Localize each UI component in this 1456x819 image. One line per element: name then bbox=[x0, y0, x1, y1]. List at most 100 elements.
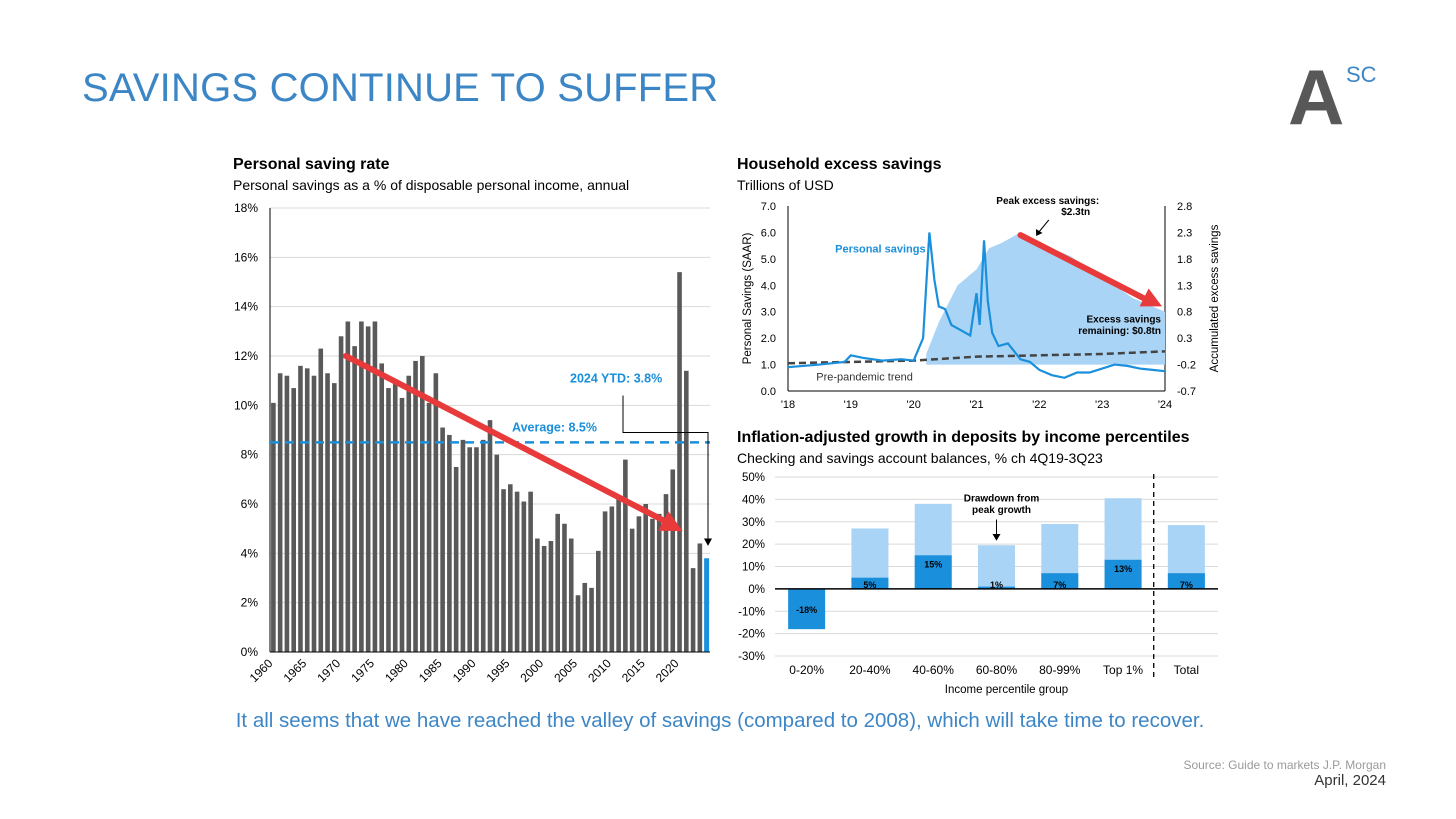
bar bbox=[453, 467, 459, 652]
bar bbox=[508, 484, 513, 652]
y2-tick-label: 1.3 bbox=[1177, 280, 1192, 292]
bar-peak-growth bbox=[978, 545, 1015, 589]
bar bbox=[311, 375, 317, 652]
y-axis-title: Personal Savings (SAAR) bbox=[742, 232, 754, 364]
x-tick-label: 2010 bbox=[585, 656, 614, 685]
y-tick-label: -20% bbox=[738, 629, 765, 641]
y-tick-label: 0.0 bbox=[761, 386, 776, 398]
x-tick-label: 1970 bbox=[314, 656, 343, 685]
drawdown-arrowhead bbox=[992, 534, 1001, 541]
x-tick-label: 80-99% bbox=[1039, 663, 1081, 677]
personal-savings-label: Personal savings bbox=[835, 243, 926, 255]
bar bbox=[643, 504, 648, 652]
decline-arrow-shaft bbox=[1017, 232, 1149, 303]
y2-tick-label: -0.2 bbox=[1177, 360, 1196, 372]
pre-pandemic-trend-line bbox=[787, 350, 1166, 365]
bar bbox=[697, 543, 703, 652]
y2-tick-label: 0.3 bbox=[1177, 333, 1192, 345]
deposit-growth-chart: -30% -20% -10% 0% 10% 20% 30% 40% 50% -18% 0-20% 5%… bbox=[738, 472, 1218, 696]
y-tick-label: 4.0 bbox=[761, 280, 776, 292]
bar bbox=[663, 494, 669, 652]
bar bbox=[338, 336, 344, 652]
remaining-annotation-line2: remaining: $0.8tn bbox=[1078, 326, 1161, 337]
bar-value-label: 15% bbox=[924, 559, 942, 569]
bar bbox=[332, 383, 337, 652]
bar-current-growth bbox=[1104, 559, 1142, 589]
bar bbox=[291, 388, 296, 652]
bar bbox=[555, 513, 560, 652]
ytd-callout-arrowhead bbox=[704, 538, 712, 546]
bar bbox=[413, 360, 418, 652]
bar-value-label: 5% bbox=[863, 580, 876, 590]
x-tick-label: 1990 bbox=[450, 656, 479, 685]
y-tick-label: 3.0 bbox=[761, 307, 776, 319]
x-tick-label: 40-60% bbox=[913, 663, 955, 677]
x-axis-title: Income percentile group bbox=[945, 684, 1068, 696]
bar bbox=[636, 516, 642, 652]
x-tick-label: '18 bbox=[781, 399, 795, 411]
x-tick-label: 2000 bbox=[517, 656, 546, 685]
drawdown-annotation-line2: peak growth bbox=[972, 505, 1031, 516]
bar bbox=[623, 459, 628, 652]
bar bbox=[677, 272, 682, 652]
peak-annotation-pointer bbox=[1037, 219, 1050, 234]
logo-letter: A bbox=[1288, 58, 1344, 128]
saving-rate-chart: 0% 2% 4% 6% 8% 10% 12% 14% 16% 18% 1960 1965 1970 197… bbox=[234, 201, 712, 685]
logo-superscript: SC bbox=[1346, 62, 1377, 87]
remaining-annotation-line1: Excess savings bbox=[1087, 314, 1162, 325]
y-tick-label: 7.0 bbox=[761, 201, 776, 213]
bar bbox=[480, 439, 486, 652]
y-tick-label: 30% bbox=[742, 517, 765, 529]
bar bbox=[562, 523, 567, 652]
y-tick-label: 2.0 bbox=[761, 333, 776, 345]
x-tick-label: Top 1% bbox=[1103, 663, 1143, 677]
y-tick-label: 4% bbox=[241, 546, 259, 560]
x-tick-label: 2005 bbox=[551, 656, 580, 685]
trend-arrowhead bbox=[658, 511, 683, 532]
bar bbox=[386, 388, 391, 652]
bar-value-label: 7% bbox=[1053, 580, 1066, 590]
x-tick-label: Total bbox=[1174, 663, 1199, 677]
peak-annotation-arrowhead bbox=[1035, 229, 1043, 236]
source-note: Source: Guide to markets J.P. Morgan bbox=[1183, 758, 1386, 772]
bar bbox=[494, 454, 500, 652]
bar bbox=[690, 568, 696, 652]
y-tick-label: 40% bbox=[742, 494, 765, 506]
x-tick-label: 1985 bbox=[416, 656, 445, 685]
bar bbox=[392, 383, 398, 652]
bar bbox=[271, 402, 276, 652]
bar-current-growth bbox=[851, 577, 889, 589]
bar bbox=[284, 375, 290, 652]
bar-current-growth bbox=[914, 555, 952, 589]
x-tick-label: '23 bbox=[1095, 399, 1109, 411]
bar bbox=[596, 550, 601, 652]
trend-arrow-shaft bbox=[342, 353, 670, 526]
y2-tick-label: 2.8 bbox=[1177, 201, 1192, 213]
bar-2024-ytd bbox=[704, 558, 710, 652]
ytd-callout-line bbox=[622, 395, 709, 539]
bar bbox=[548, 541, 554, 652]
bar bbox=[684, 370, 689, 652]
peak-annotation-line2: $2.3tn bbox=[1061, 207, 1090, 218]
x-tick-label: '21 bbox=[969, 399, 983, 411]
bar-current-growth bbox=[788, 588, 826, 630]
y-tick-label: -10% bbox=[738, 606, 765, 618]
y2-tick-label: -0.7 bbox=[1177, 386, 1196, 398]
saving-rate-title: Personal saving rate bbox=[233, 156, 390, 173]
bar bbox=[447, 434, 452, 652]
bar bbox=[365, 326, 371, 652]
y-tick-label: 10% bbox=[234, 398, 258, 412]
x-tick-label: 1995 bbox=[484, 656, 513, 685]
saving-rate-subtitle: Personal savings as a % of disposable pe… bbox=[233, 177, 630, 193]
x-tick-label: '19 bbox=[844, 399, 858, 411]
y2-axis-title: Accumulated excess savings bbox=[1209, 224, 1221, 372]
x-tick-label: 1965 bbox=[281, 656, 310, 685]
bar bbox=[650, 518, 655, 652]
y-tick-label: 0% bbox=[748, 584, 765, 596]
bar bbox=[629, 528, 635, 652]
bar bbox=[420, 356, 425, 652]
bar bbox=[298, 365, 303, 652]
bar bbox=[528, 491, 533, 652]
bar bbox=[602, 511, 608, 652]
bar bbox=[318, 348, 324, 652]
